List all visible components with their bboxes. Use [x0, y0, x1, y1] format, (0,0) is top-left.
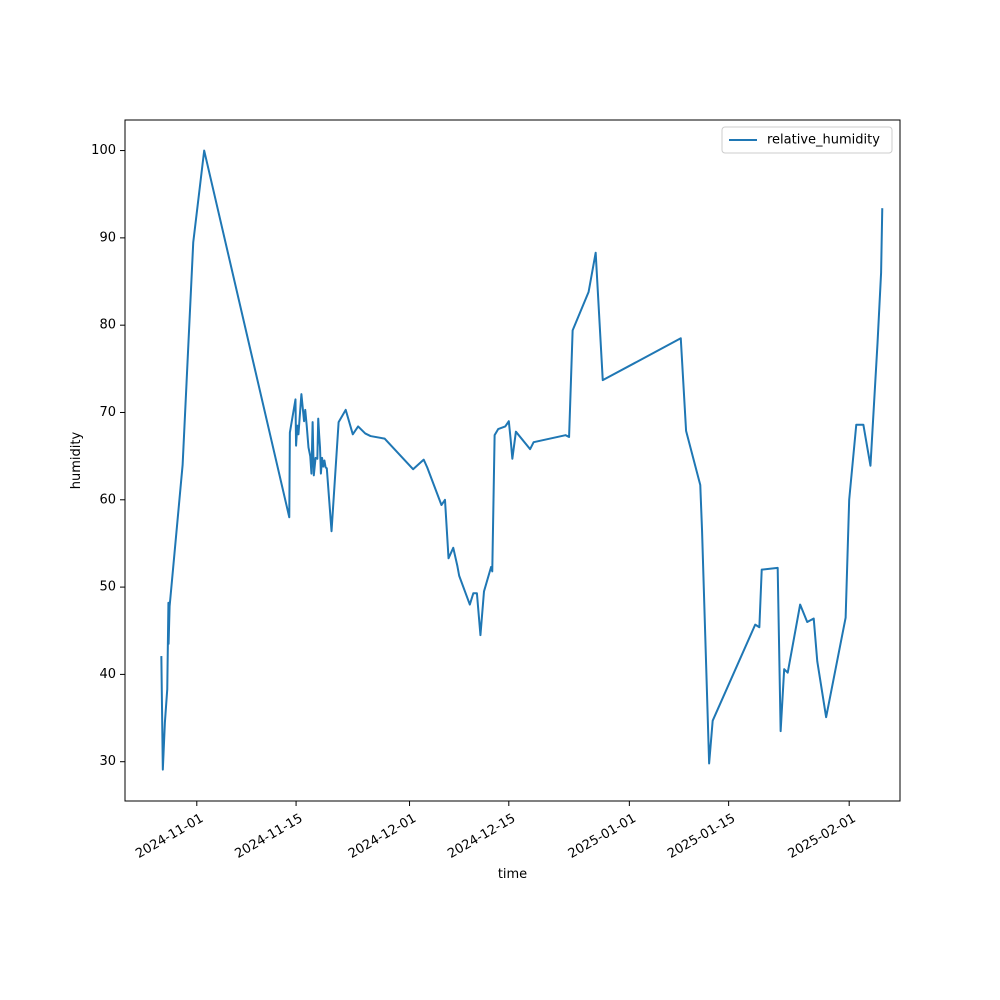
- x-tick-label: 2025-01-01: [566, 811, 639, 862]
- series-line-0: [160, 149, 884, 771]
- x-tick-label: 2025-02-01: [786, 811, 859, 862]
- y-axis: 30 40 50 60 70 80 90 100: [91, 143, 125, 769]
- x-tick-label: 2024-12-15: [445, 811, 518, 862]
- axes-frame: [124, 119, 901, 802]
- legend-label: relative_humidity: [767, 133, 880, 148]
- y-tick-label: 70: [99, 405, 116, 420]
- y-tick-label: 60: [99, 492, 116, 507]
- x-axis-label: time: [498, 867, 527, 882]
- x-tick-label: 2024-11-01: [133, 811, 206, 862]
- x-tick-label: 2024-12-01: [346, 811, 419, 862]
- y-tick-label: 100: [91, 143, 116, 158]
- legend: relative_humidity: [721, 126, 893, 154]
- x-tick-label: 2024-11-15: [233, 811, 306, 862]
- y-tick-label: 80: [99, 318, 116, 333]
- x-axis: 2024-11-01 2024-11-15 2024-12-01 2024-12-15…: [133, 801, 859, 862]
- plot-area: [160, 149, 884, 771]
- y-tick-label: 40: [99, 667, 116, 682]
- y-tick-label: 30: [99, 754, 116, 769]
- x-tick-label: 2025-01-15: [665, 811, 738, 862]
- y-tick-label: 90: [99, 230, 116, 245]
- legend-box: [721, 126, 893, 154]
- y-tick-label: 50: [99, 580, 116, 595]
- y-axis-label: humidity: [69, 431, 84, 489]
